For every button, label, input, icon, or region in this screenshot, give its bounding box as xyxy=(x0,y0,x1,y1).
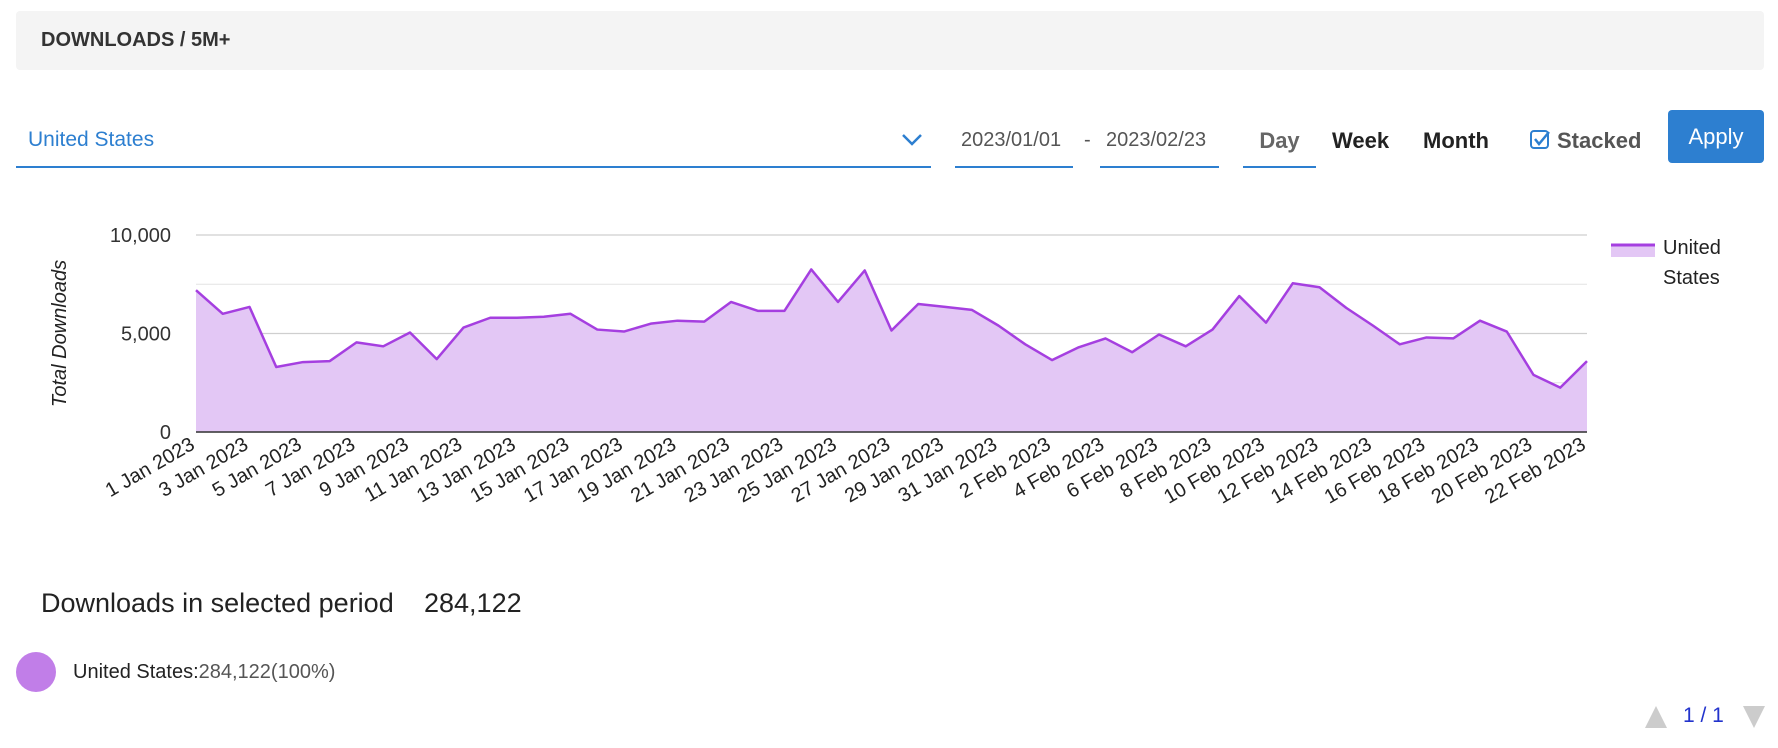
y-axis-label: Total Downloads xyxy=(49,260,71,407)
area xyxy=(196,269,1587,432)
y-tick-label: 10,000 xyxy=(110,225,171,247)
period-day[interactable]: Day xyxy=(1243,128,1316,168)
legend-fill xyxy=(1611,245,1655,257)
item-share: (100%) xyxy=(270,661,336,683)
summary-item: United States:284,122(100%) xyxy=(73,661,335,684)
period-week[interactable]: Week xyxy=(1332,128,1390,153)
y-tick-label: 0 xyxy=(160,422,171,444)
item-name: United States: xyxy=(73,661,199,683)
summary-total: 284,122 xyxy=(424,588,522,618)
date-separator: - xyxy=(1084,129,1091,151)
header-bar xyxy=(16,11,1764,70)
pager-down[interactable] xyxy=(1741,704,1767,730)
date-to-text: 2023/02/23 xyxy=(1106,129,1207,151)
date-from-text: 2023/01/01 xyxy=(961,129,1062,151)
country-value: United States xyxy=(28,128,155,151)
country-select[interactable] xyxy=(16,120,931,168)
summary-swatch xyxy=(16,652,56,692)
stacked-checkbox[interactable] xyxy=(1529,129,1551,151)
summary-label: Downloads in selected period xyxy=(41,588,394,618)
header-title: DOWNLOADS / 5M+ xyxy=(41,29,231,51)
line xyxy=(195,268,1588,389)
pager-up[interactable] xyxy=(1643,704,1669,730)
date-to[interactable] xyxy=(1100,120,1219,168)
chevron xyxy=(902,134,922,146)
date-from[interactable] xyxy=(955,120,1073,168)
legend-label: United States xyxy=(1663,237,1721,289)
y-tick-label: 5,000 xyxy=(121,324,171,346)
apply-button[interactable]: Apply xyxy=(1668,110,1764,163)
item-value: 284,122 xyxy=(198,661,271,683)
period-month[interactable]: Month xyxy=(1423,128,1489,153)
pager-text: 1 / 1 xyxy=(1683,704,1724,727)
stacked-label: Stacked xyxy=(1557,128,1642,153)
